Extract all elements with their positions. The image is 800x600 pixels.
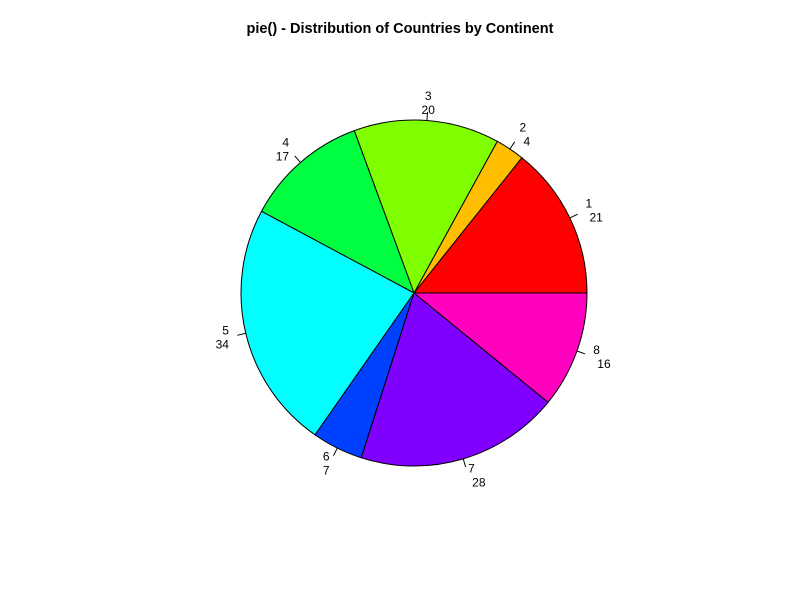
slice-name: 6 (323, 450, 330, 464)
slice-value: 21 (589, 210, 603, 224)
slice-label-4: 4 17 (276, 135, 290, 163)
label-tick-6 (333, 448, 337, 456)
label-tick-1 (570, 214, 578, 218)
slice-label-5: 5 34 (216, 323, 230, 351)
slice-value: 20 (422, 103, 436, 117)
slice-name: 2 (520, 121, 527, 135)
slice-value: 17 (276, 149, 290, 163)
slice-name: 4 (282, 135, 289, 149)
slice-label-3: 3 20 (422, 89, 436, 117)
slice-value: 7 (323, 464, 330, 478)
slice-name: 7 (468, 461, 475, 475)
slice-name: 3 (425, 89, 432, 103)
label-tick-2 (510, 142, 515, 149)
label-tick-5 (237, 333, 245, 335)
slice-name: 8 (593, 343, 600, 357)
slice-label-1: 1 21 (585, 196, 603, 224)
slice-name: 5 (222, 323, 229, 337)
slice-value: 4 (524, 135, 531, 149)
slice-value: 16 (597, 357, 611, 371)
slice-label-8: 8 16 (593, 343, 611, 371)
slice-name: 1 (585, 196, 592, 210)
label-tick-7 (463, 459, 465, 467)
label-tick-4 (295, 156, 301, 163)
slice-label-7: 7 28 (468, 461, 486, 489)
slice-value: 28 (472, 475, 486, 489)
pie-slices (241, 120, 587, 466)
label-tick-8 (577, 351, 585, 354)
slice-value: 34 (216, 337, 230, 351)
